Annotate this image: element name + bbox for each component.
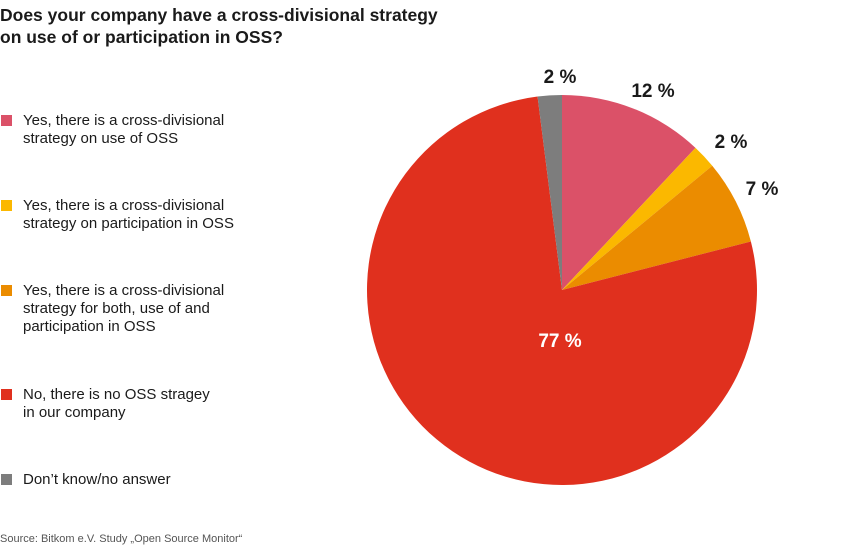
legend-label: Yes, there is a cross-divisional strateg… [23, 112, 225, 147]
legend-label: Yes, there is a cross-divisional strateg… [23, 282, 225, 335]
legend-label: Yes, there is a cross-divisional strateg… [23, 197, 234, 232]
legend-swatch [1, 115, 12, 126]
pie-slice [367, 96, 757, 486]
legend-swatch [1, 200, 12, 211]
pie-slice [537, 95, 562, 290]
slice-value-label: 2 % [544, 67, 577, 88]
slice-value-label: 77 % [538, 331, 581, 352]
source-note: Source: Bitkom e.V. Study „Open Source M… [0, 533, 243, 545]
pie-slice [562, 165, 751, 290]
legend: Yes, there is a cross-divisional strateg… [0, 0, 300, 548]
legend-swatch [1, 474, 12, 485]
legend-label: Don’t know/no answer [23, 471, 171, 488]
legend-label: No, there is no OSS stragey in our compa… [23, 386, 210, 421]
pie-slice [562, 147, 713, 290]
legend-swatch [1, 389, 12, 400]
chart-title: Does your company have a cross-divisiona… [0, 5, 438, 47]
pie-slice [562, 95, 696, 290]
slice-value-label: 7 % [746, 179, 779, 200]
slice-value-label: 12 % [631, 81, 674, 102]
legend-swatch [1, 285, 12, 296]
slice-value-label: 2 % [715, 132, 748, 153]
